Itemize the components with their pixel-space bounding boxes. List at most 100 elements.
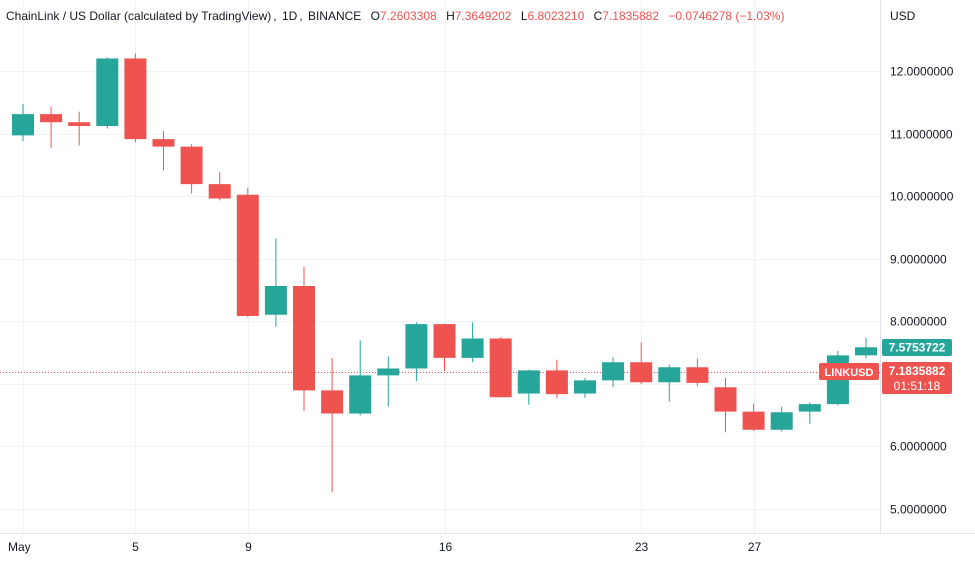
candle-body <box>742 411 765 430</box>
candle <box>742 403 765 431</box>
candle <box>180 144 203 194</box>
y-tick-label: 8.0000000 <box>890 315 947 329</box>
candle <box>293 266 315 411</box>
exchange-label: BINANCE <box>307 9 362 23</box>
candle <box>208 172 231 201</box>
low-value: 6.8023210 <box>527 9 585 23</box>
candle <box>12 104 34 141</box>
candle <box>433 323 456 371</box>
candle <box>321 357 344 493</box>
candle <box>264 238 287 327</box>
candle-body <box>405 324 428 369</box>
close-value: 7.1835882 <box>602 9 659 23</box>
candle <box>96 57 119 129</box>
time-axis[interactable]: May 5 9 16 23 27 <box>8 540 761 554</box>
candles-layer <box>12 53 877 493</box>
candle <box>602 357 625 388</box>
candle-body <box>630 362 653 383</box>
candle-body <box>12 114 34 136</box>
candle-body <box>124 58 147 140</box>
candle <box>40 106 63 148</box>
candle <box>574 377 596 398</box>
candle <box>855 337 877 359</box>
close-label: C <box>593 9 603 23</box>
symbol-tag: LINKUSD <box>819 363 879 380</box>
candle-body <box>40 114 63 123</box>
candle-body <box>574 380 596 394</box>
x-tick-label: 5 <box>132 540 139 554</box>
candle-body <box>208 184 231 199</box>
candle <box>714 377 737 433</box>
symbol-tag-text: LINKUSD <box>825 367 874 379</box>
x-tick-label: 27 <box>748 540 762 554</box>
candle-body <box>349 375 372 414</box>
open-label: O <box>370 9 380 23</box>
x-tick-label: May <box>8 540 31 554</box>
candle-body <box>855 347 877 356</box>
change-value: −0.0746278 (−1.03%) <box>668 9 785 23</box>
open-value: 7.2603308 <box>380 9 437 23</box>
candle <box>124 53 147 143</box>
candle-body <box>461 338 484 358</box>
high-value: 7.3649202 <box>454 9 512 23</box>
candle-body <box>293 286 315 391</box>
candle-body <box>96 58 119 126</box>
candle <box>630 342 653 385</box>
candle <box>461 322 484 363</box>
candle-body <box>264 286 287 315</box>
x-tick-label: 9 <box>245 540 252 554</box>
candle-body <box>180 146 203 185</box>
candle <box>236 187 259 318</box>
candle-body <box>152 139 175 147</box>
current-price-tag-text: 7.1835882 <box>889 364 946 378</box>
candle-body <box>68 122 91 126</box>
candle-body <box>714 387 737 412</box>
candle-body <box>602 362 625 381</box>
y-tick-label: 9.0000000 <box>890 253 947 267</box>
y-tick-label: 12.0000000 <box>890 65 954 79</box>
interval-label[interactable]: 1D <box>281 9 298 23</box>
y-tick-label: 6.0000000 <box>890 440 947 454</box>
countdown-text: 01:51:18 <box>894 379 941 393</box>
candle <box>770 406 793 432</box>
price-axis[interactable]: 12.0000000 11.0000000 10.0000000 9.0000000 8… <box>890 65 954 517</box>
y-tick-label: 10.0000000 <box>890 190 954 204</box>
candle-body <box>517 370 540 394</box>
last-price-tag-text: 7.5753722 <box>889 341 946 355</box>
candle <box>152 131 175 171</box>
candle-body <box>433 324 456 358</box>
grid-layer <box>0 0 880 533</box>
candle-body <box>236 194 259 316</box>
candle <box>405 322 428 381</box>
x-tick-label: 23 <box>635 540 649 554</box>
x-tick-label: 16 <box>439 540 453 554</box>
high-label: H <box>446 9 455 23</box>
chart-legend-header: ChainLink / US Dollar (calculated by Tra… <box>6 9 785 23</box>
candle-body <box>377 368 400 376</box>
candle <box>377 356 400 407</box>
symbol-name[interactable]: ChainLink / US Dollar (calculated by Tra… <box>6 9 272 23</box>
candle-body <box>658 367 681 383</box>
y-tick-label: 5.0000000 <box>890 503 947 517</box>
candle-body <box>770 412 793 430</box>
candle <box>489 337 512 398</box>
candle <box>658 364 681 402</box>
candle <box>349 340 372 416</box>
last-price-tag: 7.5753722 <box>882 339 952 357</box>
candle <box>798 402 821 425</box>
candle-body <box>321 390 344 414</box>
candle <box>68 111 91 146</box>
candle-body <box>489 338 512 398</box>
y-tick-label: 11.0000000 <box>890 128 953 142</box>
current-price-tag: 7.1835882 01:51:18 <box>882 362 952 394</box>
low-label: L <box>520 9 528 23</box>
candle-body <box>545 370 568 395</box>
candle <box>517 369 540 405</box>
candle <box>686 358 709 386</box>
candle-body <box>686 367 709 383</box>
candle-body <box>798 404 821 412</box>
candle <box>545 359 568 399</box>
currency-label: USD <box>890 9 916 23</box>
